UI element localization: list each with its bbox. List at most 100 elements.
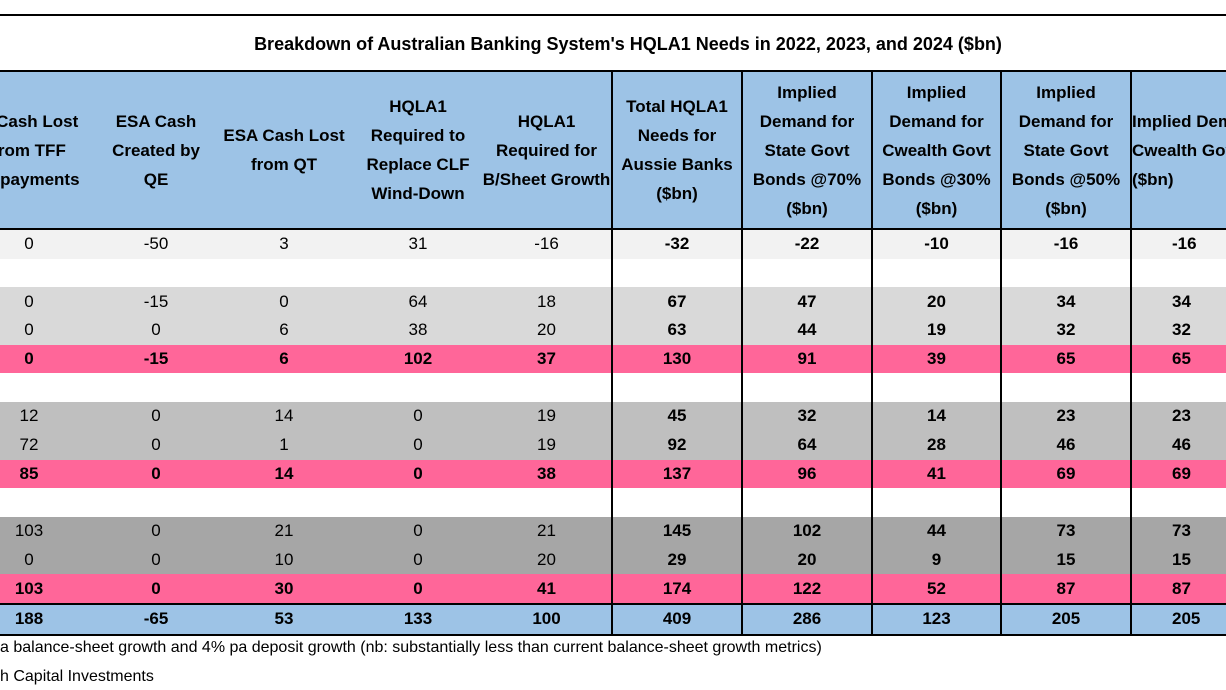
table-cell: 1 — [214, 430, 354, 460]
table-cell: 29 — [611, 545, 742, 575]
table-cell: 9 — [871, 545, 1001, 575]
table-cell: 96 — [741, 459, 872, 489]
spacer-row — [0, 258, 1226, 288]
table-cell — [741, 373, 872, 403]
table-cell — [0, 258, 98, 288]
table-cell — [741, 488, 872, 517]
table-cell: 41 — [482, 574, 612, 604]
column-header: ESA Cash Lost from QT — [214, 70, 354, 230]
table-row: 0 -50 3 31 -16 -32 -22 -10 -16 -16 — [0, 229, 1226, 259]
table-cell: 67 — [611, 287, 742, 317]
table-cell: 30 — [214, 574, 354, 604]
table-cell: -15 — [98, 344, 214, 374]
table-cell: 20 — [482, 545, 612, 575]
subtotal-row: 0 -15 6 102 37 130 91 39 65 65 — [0, 344, 1226, 374]
table-cell: 20 — [871, 287, 1001, 317]
table-cell: 69 — [1130, 459, 1226, 489]
header-row: A Cash Lost from TFF RepaymentsESA Cash … — [0, 70, 1226, 230]
table-cell: 41 — [871, 459, 1001, 489]
table-cell: 188 — [0, 602, 98, 636]
table-cell: 53 — [214, 602, 354, 636]
table-cell: 0 — [354, 430, 482, 460]
table-row: 0 0 6 38 20 63 44 19 32 32 — [0, 316, 1226, 345]
table-cell: 87 — [1000, 574, 1131, 604]
footnote-source: h Capital Investments — [0, 668, 154, 685]
table-title: Breakdown of Australian Banking System's… — [0, 14, 1226, 72]
table-cell: 65 — [1130, 344, 1226, 374]
table-cell: 18 — [482, 287, 612, 317]
table-cell: 0 — [98, 459, 214, 489]
table-cell: 0 — [214, 287, 354, 317]
table-cell: -16 — [1000, 229, 1131, 259]
table-cell: 0 — [98, 316, 214, 345]
table-cell: 34 — [1130, 287, 1226, 317]
table-cell: 23 — [1000, 402, 1131, 431]
table-cell: 19 — [482, 430, 612, 460]
column-header: Implied Demand for Cwealth Govt Bonds @5… — [1130, 70, 1226, 230]
column-header: Implied Demand for Cwealth Govt Bonds @3… — [871, 70, 1001, 230]
table-cell — [98, 488, 214, 517]
table-cell — [871, 258, 1001, 288]
table-cell: 21 — [482, 516, 612, 546]
table-cell: 205 — [1000, 602, 1131, 636]
table-cell: 32 — [1000, 316, 1131, 345]
table-cell: 0 — [0, 545, 98, 575]
table-cell — [354, 258, 482, 288]
table-cell: 91 — [741, 344, 872, 374]
table-row: 0 0 10 0 20 29 20 9 15 15 — [0, 545, 1226, 575]
hqla1-breakdown-table: A Cash Lost from TFF RepaymentsESA Cash … — [0, 70, 1226, 636]
table-cell: 102 — [354, 344, 482, 374]
table-cell: 28 — [871, 430, 1001, 460]
table-cell: 286 — [741, 602, 872, 636]
table-cell: -16 — [1130, 229, 1226, 259]
table-cell — [1130, 488, 1226, 517]
table-cell: 123 — [871, 602, 1001, 636]
table-cell — [1130, 373, 1226, 403]
table-cell: 0 — [0, 316, 98, 345]
table-cell: 44 — [741, 316, 872, 345]
table-cell: -15 — [98, 287, 214, 317]
table-cell: 130 — [611, 344, 742, 374]
table-cell: 20 — [482, 316, 612, 345]
table-row: 12 0 14 0 19 45 32 14 23 23 — [0, 402, 1226, 431]
table-cell: 46 — [1000, 430, 1131, 460]
table-cell: -10 — [871, 229, 1001, 259]
table-cell: 0 — [98, 430, 214, 460]
table-cell: 19 — [482, 402, 612, 431]
spacer-row — [0, 488, 1226, 517]
table-cell: 6 — [214, 344, 354, 374]
column-header: Implied Demand for State Govt Bonds @50%… — [1000, 70, 1131, 230]
table-cell — [1130, 258, 1226, 288]
table-row: 0 -15 0 64 18 67 47 20 34 34 — [0, 287, 1226, 317]
table-cell: 145 — [611, 516, 742, 546]
table-cell: 65 — [1000, 344, 1131, 374]
table-cell: 23 — [1130, 402, 1226, 431]
table-cell — [354, 488, 482, 517]
table-cell — [611, 373, 742, 403]
table-title-text: Breakdown of Australian Banking System's… — [254, 33, 1002, 54]
table-cell — [741, 258, 872, 288]
table-cell: 31 — [354, 229, 482, 259]
table-cell — [98, 373, 214, 403]
table-cell: 0 — [0, 344, 98, 374]
table-row: 103 0 21 0 21 145 102 44 73 73 — [0, 516, 1226, 546]
table-cell — [482, 488, 612, 517]
table-cell: 39 — [871, 344, 1001, 374]
table-cell: 37 — [482, 344, 612, 374]
table-cell: 103 — [0, 574, 98, 604]
table-cell: 46 — [1130, 430, 1226, 460]
column-header: HQLA1 Required to Replace CLF Wind-Down — [354, 70, 482, 230]
table-cell: 73 — [1000, 516, 1131, 546]
table-cell: 64 — [354, 287, 482, 317]
table-cell: 21 — [214, 516, 354, 546]
table-cell — [611, 488, 742, 517]
subtotal-row: 103 0 30 0 41 174 122 52 87 87 — [0, 574, 1226, 604]
table-cell: 15 — [1000, 545, 1131, 575]
table-cell: 38 — [354, 316, 482, 345]
table-cell: -22 — [741, 229, 872, 259]
table-cell — [1000, 258, 1131, 288]
table-cell: 85 — [0, 459, 98, 489]
table-cell: 92 — [611, 430, 742, 460]
table-cell: 10 — [214, 545, 354, 575]
